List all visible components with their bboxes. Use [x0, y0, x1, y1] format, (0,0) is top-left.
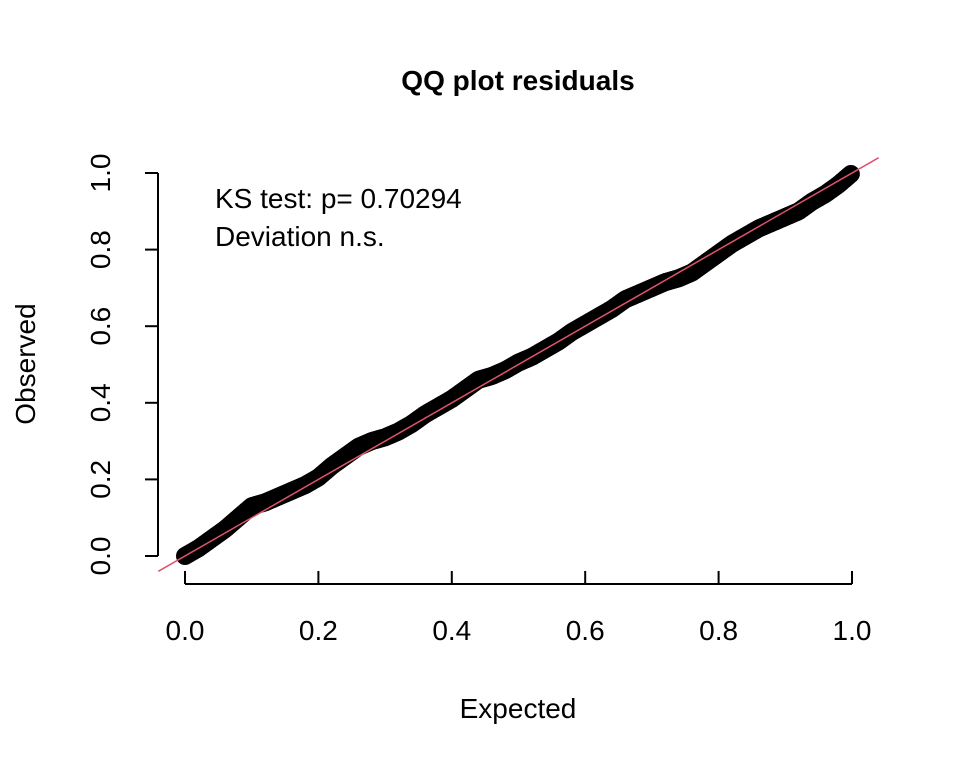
x-tick-label: 0.6: [566, 615, 605, 646]
ks-test-annotation: KS test: p= 0.70294: [215, 183, 462, 214]
y-axis-ticks: 0.0 0.2 0.4 0.6 0.8 1.0: [85, 154, 158, 576]
x-axis-line: [184, 571, 853, 585]
deviation-annotation: Deviation n.s.: [215, 221, 385, 252]
x-tick-label: 0.0: [166, 615, 205, 646]
y-tick-label: 0.6: [85, 307, 116, 346]
y-tick-label: 0.8: [85, 230, 116, 269]
reference-line: [157, 157, 880, 572]
x-axis-label: Expected: [460, 693, 577, 724]
y-tick-label: 1.0: [85, 154, 116, 193]
y-axis-label: Observed: [10, 303, 41, 424]
x-tick-label: 0.8: [699, 615, 738, 646]
x-axis-ticks: 0.0 0.2 0.4 0.6 0.8 1.0: [166, 571, 872, 646]
y-tick-label: 0.2: [85, 460, 116, 499]
x-tick-label: 0.2: [299, 615, 338, 646]
chart-title: QQ plot residuals: [401, 65, 634, 96]
y-tick-label: 0.4: [85, 383, 116, 422]
x-tick-label: 1.0: [833, 615, 872, 646]
x-tick-label: 0.4: [432, 615, 471, 646]
y-axis-line: [145, 172, 159, 557]
y-tick-label: 0.0: [85, 537, 116, 576]
